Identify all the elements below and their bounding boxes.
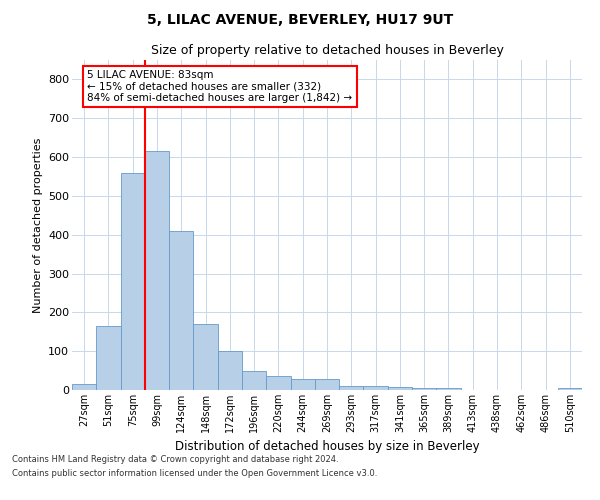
Bar xyxy=(242,370,266,390)
Text: 5 LILAC AVENUE: 83sqm
← 15% of detached houses are smaller (332)
84% of semi-det: 5 LILAC AVENUE: 83sqm ← 15% of detached … xyxy=(88,70,352,103)
Bar xyxy=(436,388,461,390)
Bar xyxy=(72,384,96,390)
Text: Contains public sector information licensed under the Open Government Licence v3: Contains public sector information licen… xyxy=(12,469,377,478)
Bar xyxy=(339,386,364,390)
Bar xyxy=(315,379,339,390)
Bar xyxy=(145,151,169,390)
Y-axis label: Number of detached properties: Number of detached properties xyxy=(32,138,43,312)
Bar xyxy=(218,351,242,390)
Bar xyxy=(169,231,193,390)
Text: Contains HM Land Registry data © Crown copyright and database right 2024.: Contains HM Land Registry data © Crown c… xyxy=(12,456,338,464)
Bar xyxy=(96,326,121,390)
Text: 5, LILAC AVENUE, BEVERLEY, HU17 9UT: 5, LILAC AVENUE, BEVERLEY, HU17 9UT xyxy=(147,12,453,26)
Bar xyxy=(558,388,582,390)
Bar xyxy=(193,324,218,390)
Bar xyxy=(388,388,412,390)
Bar xyxy=(266,376,290,390)
Bar xyxy=(364,386,388,390)
Bar xyxy=(290,379,315,390)
X-axis label: Distribution of detached houses by size in Beverley: Distribution of detached houses by size … xyxy=(175,440,479,454)
Bar xyxy=(121,172,145,390)
Bar xyxy=(412,388,436,390)
Title: Size of property relative to detached houses in Beverley: Size of property relative to detached ho… xyxy=(151,44,503,58)
